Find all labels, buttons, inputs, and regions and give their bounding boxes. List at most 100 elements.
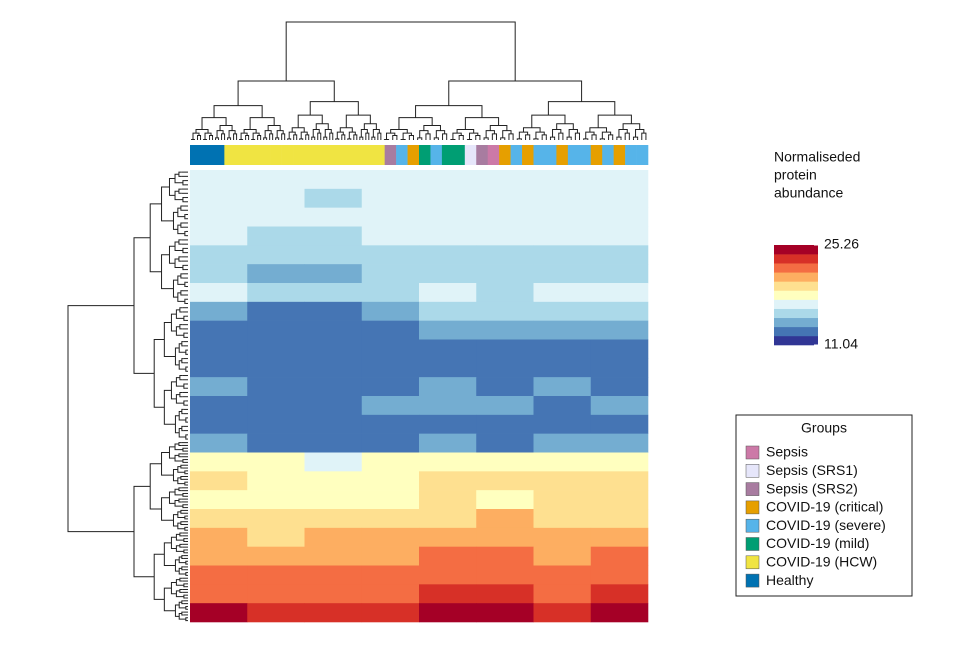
dendrogram-branch (168, 491, 176, 504)
heat-cell (304, 509, 363, 529)
heat-cell (247, 546, 305, 566)
dendrogram-branch (558, 132, 564, 136)
dendrogram-branch (175, 377, 184, 387)
dendrogram-branch (423, 124, 441, 131)
colorbar-swatch (774, 290, 818, 300)
dendrogram-branch (178, 567, 186, 575)
heat-cell (590, 490, 649, 510)
heat-cell (590, 527, 649, 547)
dendrogram-branch (175, 579, 184, 586)
heat-cell (590, 283, 649, 303)
heat-cell (476, 283, 534, 303)
annotation-cell (327, 145, 340, 165)
dendrogram-branch (323, 136, 328, 139)
heat-cell (247, 527, 305, 547)
dendrogram-branch (181, 566, 184, 571)
heat-cell (419, 490, 477, 510)
dendrogram-branch (180, 521, 184, 526)
heat-cell (304, 471, 363, 491)
annotation-cell (602, 145, 614, 165)
dendrogram-branch (153, 553, 165, 600)
dendrogram-branch (178, 427, 186, 438)
dendrogram-branch (149, 463, 162, 510)
heat-cell (419, 226, 477, 246)
dendrogram-branch (180, 290, 184, 296)
heat-cell (476, 565, 534, 585)
dendrogram-branch (185, 605, 187, 610)
dendrogram-branch (178, 442, 182, 446)
dendrogram-branch (419, 130, 429, 138)
legend-swatch (745, 464, 760, 478)
heat-cell (247, 339, 305, 359)
colorbar-title: protein (774, 167, 817, 183)
dendrogram-branch (525, 134, 531, 137)
heat-cell (247, 471, 305, 491)
row-dendrogram (67, 171, 188, 622)
heat-cell (247, 396, 305, 416)
heat-cell (247, 414, 305, 434)
dendrogram-branch (183, 383, 186, 389)
heat-cell (476, 603, 534, 623)
dendrogram-branch (213, 105, 263, 118)
heat-cell (533, 245, 592, 265)
dendrogram-branch (174, 454, 183, 462)
heat-cell (419, 245, 477, 265)
legend-swatch (745, 555, 760, 570)
colorbar-swatch (774, 326, 818, 337)
dendrogram-branch (522, 127, 541, 133)
annotation-cell (247, 145, 259, 165)
dendrogram-branch (183, 400, 186, 406)
dendrogram-branch (182, 264, 185, 271)
heat-cell (304, 452, 363, 472)
heat-cell (476, 396, 534, 416)
dendrogram-branch (180, 205, 184, 211)
annotation-cell (579, 145, 592, 165)
annotation-cell (350, 145, 363, 165)
heat-cell (247, 320, 305, 340)
dendrogram-branch (500, 137, 506, 139)
heat-cell (190, 603, 248, 623)
heat-cell (419, 565, 477, 585)
dendrogram-branch (172, 279, 178, 298)
heat-cell (590, 452, 649, 472)
heat-cell (304, 490, 363, 510)
heat-cell (361, 546, 420, 566)
dendrogram-branch (174, 500, 183, 507)
legend-label: COVID-19 (mild) (766, 535, 869, 551)
dendrogram-branch (178, 556, 186, 564)
heat-cell (590, 245, 649, 265)
colorbar-swatch (774, 299, 818, 309)
dendrogram-branch (336, 131, 344, 139)
heat-cell (361, 207, 420, 227)
heat-cell (419, 509, 477, 529)
dendrogram-branch (541, 134, 547, 137)
heat-cell (304, 414, 363, 434)
heat-cell (533, 546, 592, 566)
dendrogram-branch (174, 173, 183, 184)
annotation-cell (522, 145, 534, 165)
heat-cell (419, 377, 477, 397)
dendrogram-branch (182, 504, 185, 509)
column-annotation (190, 145, 649, 165)
dendrogram-branch (175, 326, 184, 336)
dendrogram-branch (483, 137, 489, 139)
legend-label: Sepsis (SRS2) (766, 480, 858, 496)
heat-cell (419, 546, 477, 566)
heat-cell (247, 264, 305, 284)
heat-cell (361, 452, 420, 472)
dendrogram-branch (149, 203, 162, 273)
dendrogram-branch (178, 453, 182, 458)
heat-cell (190, 226, 248, 246)
dendrogram-branch (180, 222, 184, 228)
dendrogram-branch (363, 123, 377, 130)
heat-cell (190, 264, 248, 284)
heat-cell (419, 188, 477, 208)
legend-swatch (745, 482, 760, 496)
dendrogram-branch (267, 124, 281, 131)
legend-box (735, 414, 913, 597)
colorbar-swatch (774, 254, 818, 264)
heat-cell (247, 584, 305, 604)
dendrogram-branch (518, 131, 529, 139)
legend-title: Groups (801, 420, 847, 436)
heat-cell (247, 245, 305, 265)
